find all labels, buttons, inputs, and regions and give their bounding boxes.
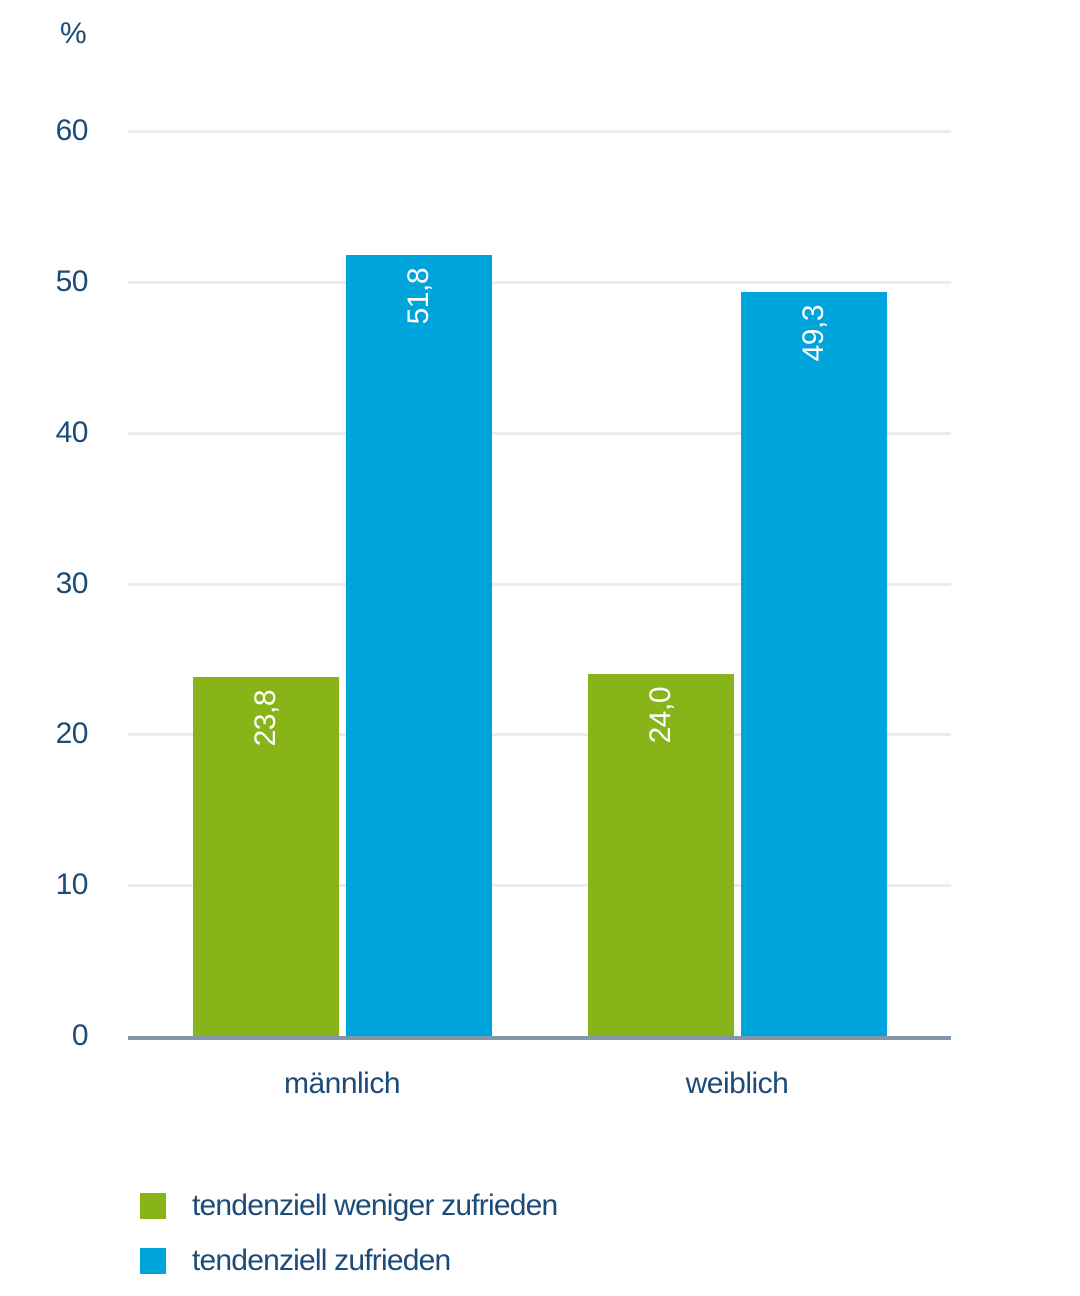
x-axis-line	[128, 1036, 951, 1040]
bar-value-text: 23,8	[249, 690, 282, 747]
bar-value-text: 49,3	[797, 305, 830, 362]
y-tick-label: 30	[55, 567, 89, 600]
legend-item-zufrieden: tendenziell zufrieden	[140, 1246, 557, 1276]
bar-männlich-1: 23,8	[193, 677, 339, 1036]
legend-label: tendenziell zufrieden	[192, 1244, 451, 1277]
y-tick-label: 60	[55, 114, 89, 147]
bar-value-label: 23,8	[193, 690, 339, 746]
bar-value-label: 24,0	[588, 687, 734, 743]
gridline	[128, 583, 951, 586]
y-tick-label: 20	[55, 717, 89, 750]
y-tick-label: 40	[55, 416, 89, 449]
legend-swatch-blue	[140, 1248, 166, 1274]
bar-weiblich-2: 49,3	[741, 292, 887, 1036]
gridline	[128, 884, 951, 887]
bar-value-text: 51,8	[402, 268, 435, 325]
legend-swatch-green	[140, 1193, 166, 1219]
legend: tendenziell weniger zufrieden tendenziel…	[140, 1189, 558, 1276]
bar-value-label: 51,8	[346, 268, 492, 324]
legend-item-weniger-zufrieden: tendenziell weniger zufrieden	[140, 1189, 558, 1222]
y-axis-unit-label: %	[60, 17, 87, 50]
gridline	[128, 733, 951, 736]
bar-value-label: 49,3	[741, 305, 887, 361]
y-tick-label: 10	[55, 868, 89, 901]
gridline	[128, 130, 951, 133]
bar-weiblich-1: 24,0	[588, 674, 734, 1036]
legend-label: tendenziell weniger zufrieden	[192, 1189, 558, 1222]
x-category-label-männlich: männlich	[283, 1067, 401, 1100]
bar-männlich-2: 51,8	[346, 255, 492, 1036]
bar-value-text: 24,0	[644, 687, 677, 744]
gridline	[128, 432, 951, 435]
x-category-label-weiblich: weiblich	[685, 1067, 789, 1100]
gridline	[128, 281, 951, 284]
y-tick-label: 0	[71, 1019, 89, 1052]
y-tick-label: 50	[55, 265, 89, 298]
